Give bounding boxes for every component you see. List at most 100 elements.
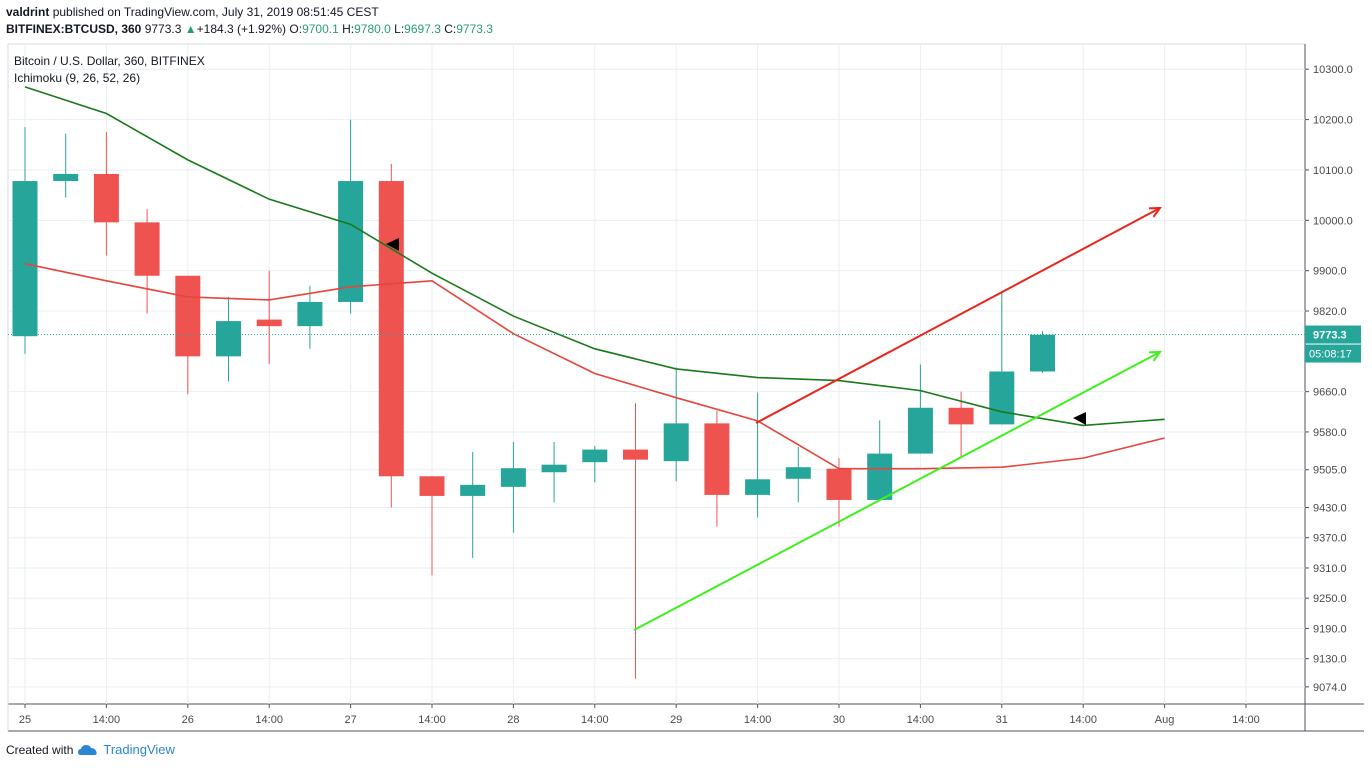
candle-body xyxy=(745,479,771,495)
candle-body xyxy=(541,464,567,473)
indicator-label[interactable]: Ichimoku (9, 26, 52, 26) xyxy=(14,71,140,85)
x-tick-label: 14:00 xyxy=(581,714,609,726)
x-tick-label: 30 xyxy=(833,714,845,726)
candle-body xyxy=(419,476,445,496)
created-with-text: Created with xyxy=(6,742,74,757)
publish-date: published on TradingView.com, July 31, 2… xyxy=(52,5,379,19)
x-tick-label: 14:00 xyxy=(1232,714,1260,726)
x-tick-label: 14:00 xyxy=(907,714,935,726)
chart-title: Bitcoin / U.S. Dollar, 360, BITFINEX xyxy=(14,54,205,68)
y-tick-label: 9580.0 xyxy=(1313,427,1347,439)
candle-body xyxy=(175,275,201,357)
indicator-lines-layer xyxy=(24,86,1165,470)
last-price-label-bg xyxy=(1305,325,1361,344)
candle-body xyxy=(93,173,119,223)
y-tick-label: 10000.0 xyxy=(1313,215,1353,227)
resistance-arrow-shaft xyxy=(755,207,1161,424)
tradingview-cloud-icon xyxy=(78,744,98,755)
candle-body xyxy=(460,484,486,496)
candle-body xyxy=(134,222,160,276)
candles-layer xyxy=(12,119,1055,679)
candle-body xyxy=(256,319,282,327)
y-tick-label: 9370.0 xyxy=(1313,533,1347,545)
author-name[interactable]: valdrint xyxy=(6,5,50,19)
x-tick-label: Aug xyxy=(1155,714,1175,726)
annotations-layer xyxy=(8,206,1305,631)
x-tick-label: 26 xyxy=(182,714,194,726)
x-tick-label: 25 xyxy=(19,714,31,726)
y-tick-label: 9250.0 xyxy=(1313,593,1347,605)
ichimoku-base-line xyxy=(24,86,1165,427)
candle-body xyxy=(582,449,608,463)
y-tick-label: 9505.0 xyxy=(1313,465,1347,477)
time-axis: 25 14:00 26 14:00 27 14:00 28 14:00 29 14:00 30 14:… xyxy=(19,704,1260,726)
candle-body xyxy=(216,321,241,357)
x-tick-label: 27 xyxy=(344,714,356,726)
candle-body xyxy=(704,423,730,495)
low-value: 9697.3 xyxy=(404,22,441,36)
x-tick-label: 14:00 xyxy=(93,714,121,726)
up-triangle-icon: ▲ xyxy=(184,22,197,36)
candle-body xyxy=(785,467,811,479)
y-tick-label: 9310.0 xyxy=(1313,563,1347,575)
x-tick-label: 14:00 xyxy=(744,714,772,726)
y-tick-label: 9074.0 xyxy=(1313,682,1347,694)
candle-body xyxy=(867,453,893,500)
y-tick-label: 10300.0 xyxy=(1313,64,1353,76)
y-tick-label: 10100.0 xyxy=(1313,165,1353,177)
last-price-label: 9773.3 xyxy=(1313,330,1347,342)
candle-body xyxy=(907,407,933,454)
candle-body xyxy=(989,371,1015,425)
tradingview-brand[interactable]: TradingView xyxy=(103,742,175,757)
price-axis: 9074.0 9130.0 9190.0 9250.0 9310.0 9370.0 9430… xyxy=(1305,64,1361,694)
y-tick-label: 10200.0 xyxy=(1313,115,1353,127)
symbol-info: BITFINEX:BTCUSD, 360 9773.3 ▲+184.3 (+1.… xyxy=(6,22,493,36)
x-tick-label: 28 xyxy=(507,714,519,726)
chart-grid xyxy=(7,43,1364,732)
candle-body xyxy=(1030,334,1055,372)
y-tick-label: 9660.0 xyxy=(1313,387,1347,399)
candle-body xyxy=(378,181,404,477)
candle-body xyxy=(53,173,79,182)
publish-info: valdrint published on TradingView.com, J… xyxy=(6,5,379,19)
ichimoku-conversion-line xyxy=(24,262,1165,470)
support-arrow-shaft xyxy=(633,351,1161,631)
candle-body xyxy=(623,449,648,460)
high-value: 9780.0 xyxy=(354,22,391,36)
high-label: H: xyxy=(342,22,355,36)
y-tick-label: 9130.0 xyxy=(1313,654,1347,666)
x-tick-label: 31 xyxy=(996,714,1008,726)
last-price: 9773.3 xyxy=(144,22,182,36)
price-change: +184.3 (+1.92%) xyxy=(196,22,287,36)
candle-body xyxy=(338,181,364,302)
candle-body xyxy=(948,407,974,425)
y-tick-label: 9820.0 xyxy=(1313,306,1347,318)
symbol-label: BITFINEX:BTCUSD, 360 xyxy=(6,22,142,36)
resistance-arrow-head xyxy=(1148,206,1163,218)
marker-triangle-icon xyxy=(386,238,399,251)
candle-body xyxy=(500,468,526,487)
open-value: 9700.1 xyxy=(302,22,339,36)
support-arrow-head xyxy=(1148,350,1163,362)
marker-triangle-icon xyxy=(1073,412,1086,425)
x-tick-label: 29 xyxy=(670,714,682,726)
candle-body xyxy=(297,301,323,327)
footer: Created with TradingView xyxy=(6,742,175,757)
x-tick-label: 14:00 xyxy=(1069,714,1097,726)
countdown-label-bg xyxy=(1305,344,1361,363)
candle-body xyxy=(663,423,689,462)
resistance-arrow xyxy=(755,206,1163,424)
candle-body xyxy=(12,181,38,337)
countdown-label: 05:08:17 xyxy=(1309,349,1352,361)
candle-body xyxy=(826,468,852,500)
low-label: L: xyxy=(394,22,405,36)
y-tick-label: 9900.0 xyxy=(1313,266,1347,278)
close-value: 9773.3 xyxy=(456,22,493,36)
x-tick-label: 14:00 xyxy=(255,714,283,726)
support-arrow xyxy=(633,350,1163,631)
y-tick-label: 9430.0 xyxy=(1313,503,1347,515)
y-tick-label: 9190.0 xyxy=(1313,623,1347,635)
open-label: O: xyxy=(289,22,303,36)
close-label: C: xyxy=(444,22,457,36)
